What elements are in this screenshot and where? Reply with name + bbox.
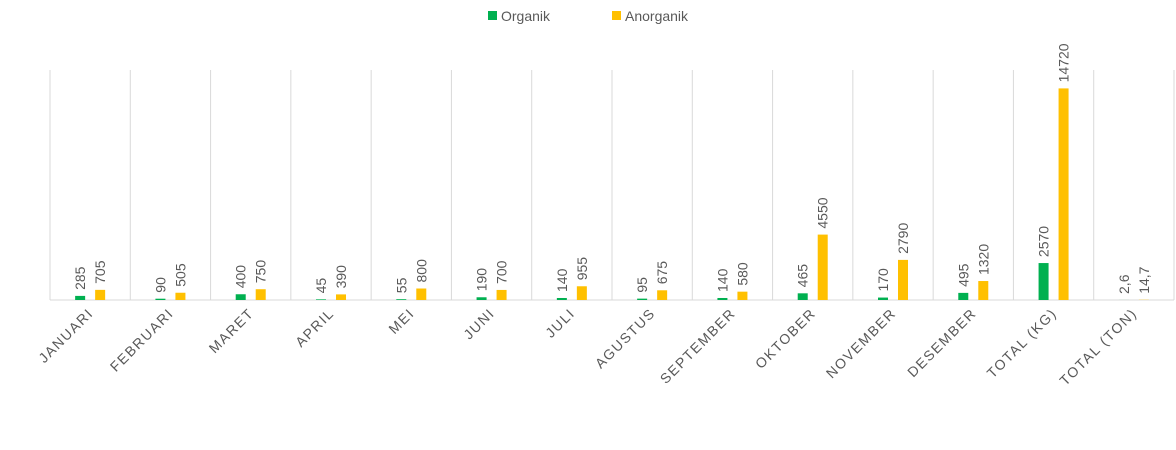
bar: [958, 292, 969, 300]
data-label: 140: [714, 268, 730, 292]
bar: [717, 297, 728, 300]
data-label: 400: [233, 265, 249, 289]
bar: [878, 297, 888, 300]
bar: [637, 298, 648, 300]
x-tick-label: JUNI: [460, 305, 498, 343]
x-tick-label: AGUSTUS: [592, 305, 659, 372]
legend-label: Organik: [501, 8, 551, 24]
x-tick-label: TOTAL (TON): [1056, 305, 1140, 389]
bar: [416, 288, 427, 300]
x-tick-label: FEBRUARI: [107, 305, 177, 375]
data-label: 705: [92, 260, 108, 284]
bar: [396, 299, 407, 300]
bar: [476, 297, 487, 300]
data-label: 95: [634, 277, 650, 293]
data-label: 2,6: [1116, 274, 1132, 294]
x-tick-label: MARET: [206, 305, 257, 356]
x-tick-label: NOVEMBER: [823, 305, 899, 381]
bar: [496, 289, 507, 300]
data-label: 495: [955, 263, 971, 287]
data-label: 955: [574, 257, 590, 281]
bar: [978, 281, 989, 300]
bar: [155, 298, 166, 300]
x-tick-label: DESEMBER: [904, 305, 979, 380]
data-label: 1320: [975, 244, 991, 275]
bar: [797, 293, 808, 300]
bar: [576, 286, 587, 300]
bar: [316, 299, 326, 300]
data-label: 55: [393, 277, 409, 293]
bar: [95, 289, 106, 300]
x-tick-label: JANUARI: [35, 305, 96, 366]
data-label: 390: [333, 265, 349, 289]
x-tick-label: MEI: [385, 305, 417, 337]
bar: [817, 234, 828, 300]
bar: [657, 290, 668, 300]
data-label: 800: [413, 259, 429, 283]
bar: [556, 297, 567, 300]
data-label: 750: [253, 260, 269, 284]
data-label: 2790: [895, 223, 911, 254]
data-label: 505: [172, 263, 188, 287]
x-tick-label: TOTAL (KG): [984, 305, 1060, 381]
legend-swatch: [612, 11, 621, 20]
data-label: 14720: [1056, 43, 1072, 82]
data-label: 465: [795, 264, 811, 288]
data-label: 14,7: [1136, 266, 1152, 293]
bar: [1038, 263, 1049, 300]
data-label: 285: [72, 266, 88, 290]
data-label: 90: [152, 277, 168, 293]
bar: [1058, 88, 1069, 301]
legend-label: Anorganik: [625, 8, 689, 24]
data-label: 2570: [1036, 226, 1052, 257]
data-label: 675: [654, 261, 670, 285]
data-label: 700: [494, 260, 510, 284]
bar: [175, 292, 186, 300]
bar: [235, 294, 246, 300]
x-tick-label: OKTOBER: [752, 305, 819, 372]
legend-swatch: [488, 11, 497, 20]
x-tick-label: APRIL: [292, 305, 337, 350]
data-label: 140: [554, 268, 570, 292]
bar: [898, 259, 908, 300]
data-label: 190: [474, 268, 490, 292]
bar: [255, 289, 266, 300]
data-label: 170: [875, 268, 891, 292]
x-tick-label: JULI: [542, 305, 578, 341]
bar: [737, 291, 748, 300]
data-label: 4550: [815, 197, 831, 228]
data-label: 580: [734, 262, 750, 286]
bar: [75, 295, 86, 300]
bar: [336, 294, 346, 300]
x-tick-label: SEPTEMBER: [657, 305, 739, 387]
data-label: 45: [313, 278, 329, 294]
